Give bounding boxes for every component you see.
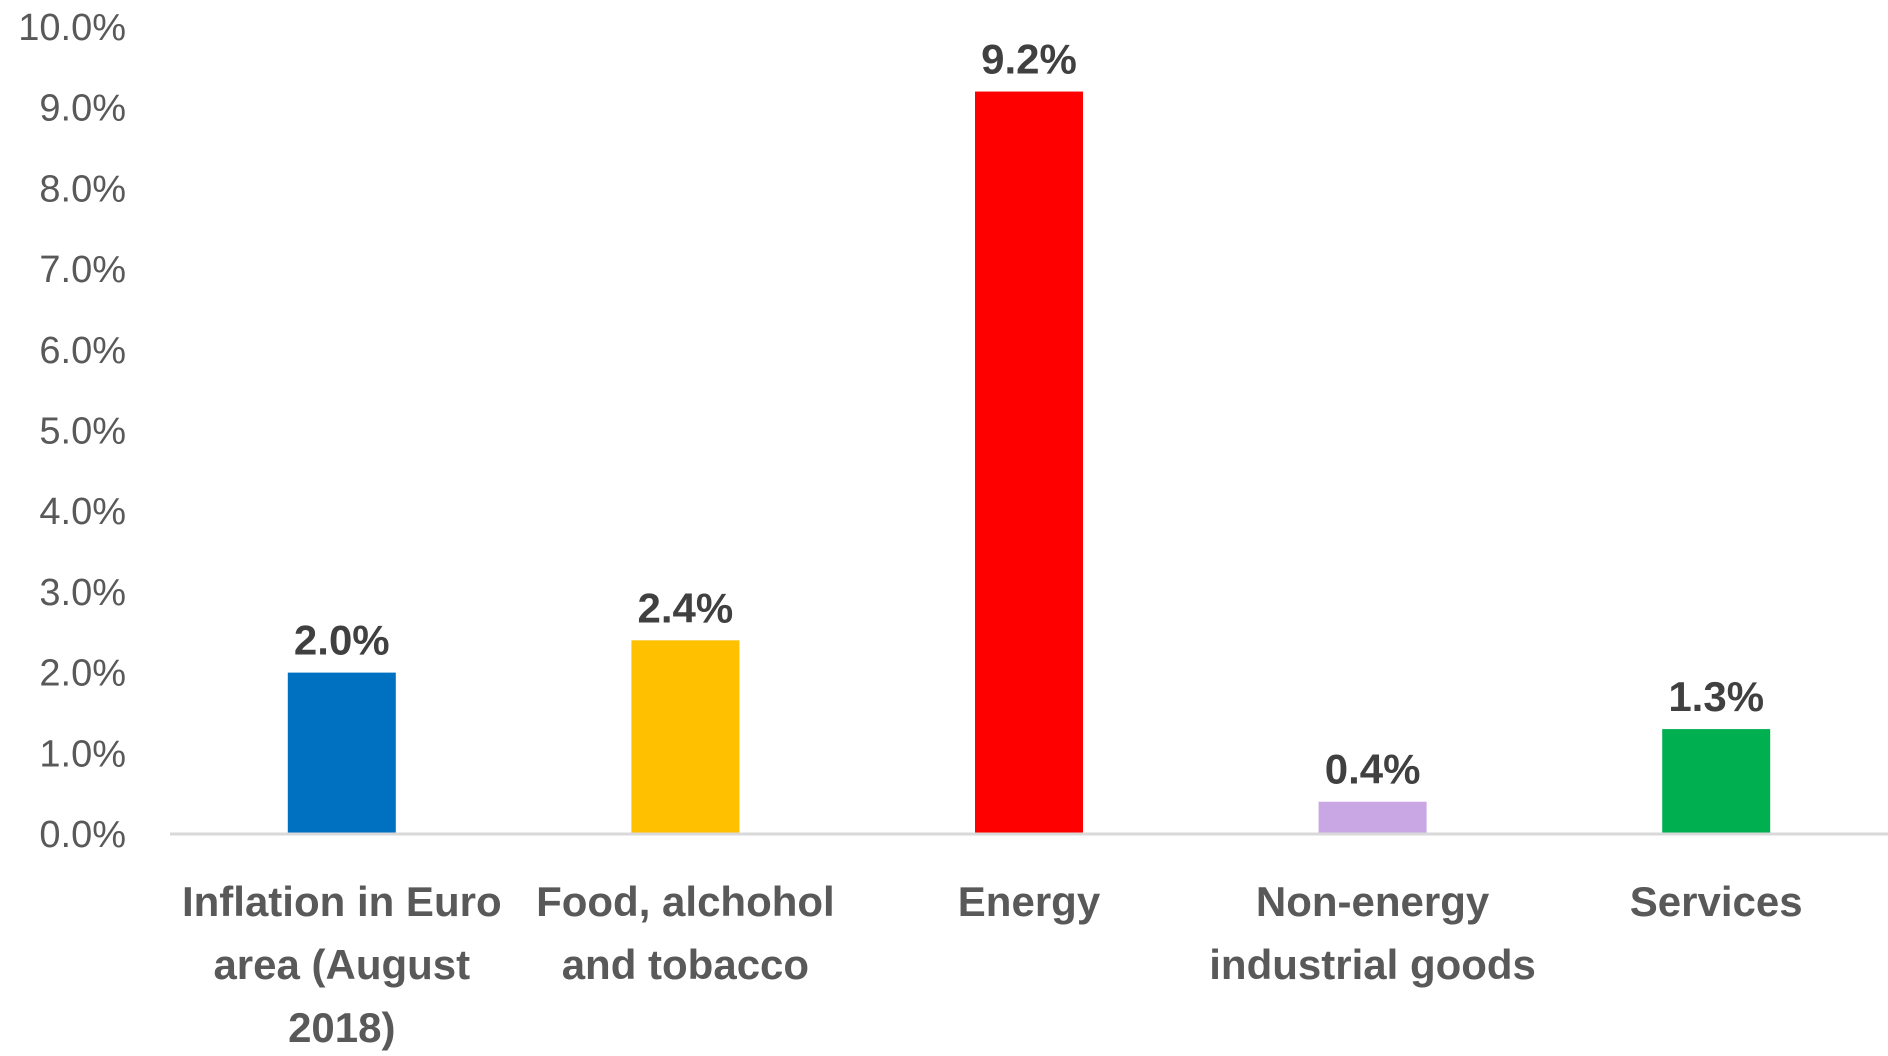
- y-tick-label: 0.0%: [39, 814, 126, 856]
- y-tick-label: 2.0%: [39, 653, 126, 695]
- x-tick-label-line: Energy: [958, 878, 1101, 925]
- x-tick-label-line: Inflation in Euro: [182, 878, 502, 925]
- x-tick-label: Energy: [958, 878, 1101, 925]
- x-tick-label-line: and tobacco: [562, 941, 809, 988]
- x-tick-label-line: 2018): [288, 1004, 395, 1051]
- data-label: 0.4%: [1325, 746, 1421, 793]
- x-tick-label-line: industrial goods: [1209, 941, 1536, 988]
- bar: [631, 640, 740, 834]
- x-tick-label-line: area (August: [213, 941, 470, 988]
- x-tick-label-line: Food, alchohol: [536, 878, 835, 925]
- y-axis-ticks: 0.0% 1.0% 2.0% 3.0% 4.0% 5.0% 6.0% 7.0% 8.0% 9.0%…: [18, 7, 126, 856]
- x-tick-label-line: Services: [1630, 878, 1803, 925]
- data-label: 9.2%: [981, 36, 1077, 83]
- bars-group: [287, 91, 1771, 834]
- y-tick-label: 9.0%: [39, 88, 126, 130]
- data-label: 1.3%: [1668, 673, 1764, 720]
- y-tick-label: 8.0%: [39, 168, 126, 210]
- bar: [1318, 801, 1427, 834]
- bar: [1662, 729, 1771, 834]
- y-tick-label: 4.0%: [39, 491, 126, 533]
- y-tick-label: 10.0%: [18, 7, 126, 49]
- data-labels-group: 2.0% 2.4% 9.2% 0.4% 1.3%: [294, 36, 1764, 793]
- data-label: 2.0%: [294, 617, 390, 664]
- y-tick-label: 1.0%: [39, 733, 126, 775]
- x-tick-label: Non-energy industrial goods: [1209, 878, 1536, 988]
- bar: [975, 91, 1083, 834]
- x-tick-label: Food, alchohol and tobacco: [536, 878, 835, 988]
- x-tick-label-line: Non-energy: [1256, 878, 1490, 925]
- y-tick-label: 5.0%: [39, 411, 126, 453]
- y-tick-label: 6.0%: [39, 330, 126, 372]
- x-axis-labels: Inflation in Euro area (August 2018) Food, …: [182, 878, 1803, 1051]
- bar: [287, 672, 396, 834]
- x-tick-label: Inflation in Euro area (August 2018): [182, 878, 502, 1051]
- x-tick-label: Services: [1630, 878, 1803, 925]
- y-tick-label: 3.0%: [39, 572, 126, 614]
- data-label: 2.4%: [638, 584, 734, 631]
- y-tick-label: 7.0%: [39, 249, 126, 291]
